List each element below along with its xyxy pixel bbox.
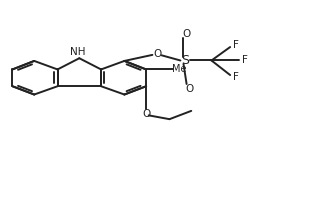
Text: O: O [183,29,191,39]
Text: O: O [154,50,162,59]
Text: S: S [181,54,189,67]
Text: NH: NH [70,47,86,57]
Text: Me: Me [172,65,187,74]
Text: F: F [242,56,248,65]
Text: F: F [233,72,239,82]
Text: O: O [143,109,151,118]
Text: O: O [186,84,194,94]
Text: F: F [233,40,239,50]
